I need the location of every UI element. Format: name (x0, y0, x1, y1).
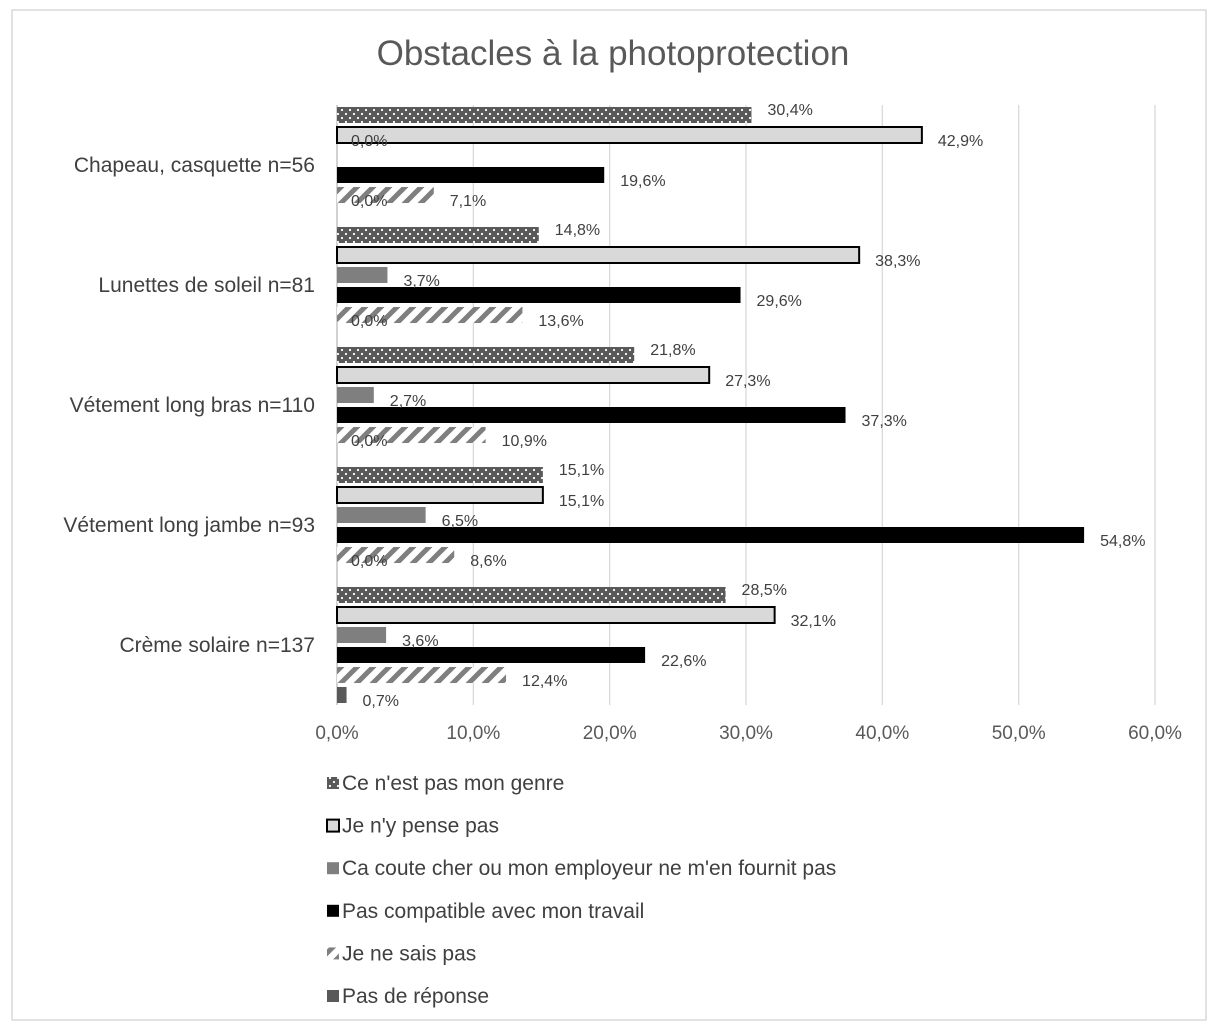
bar (337, 427, 486, 443)
x-axis-ticks: 0,0% 10,0% 20,0% 30,0% 40,0% 50,0% 60,0% (315, 723, 1182, 744)
bar (337, 347, 635, 363)
bar (337, 647, 646, 663)
category-label: Lunettes de soleil n=81 (98, 274, 315, 297)
data-label: 13,6% (538, 313, 583, 330)
data-label: 22,6% (661, 653, 706, 670)
bar (336, 246, 861, 264)
data-label: 10,9% (502, 433, 547, 450)
legend-item[interactable]: Pas compatible avec mon travail (327, 900, 644, 923)
bar (336, 366, 711, 384)
legend-item[interactable]: Je n'y pense pas (326, 815, 499, 838)
x-tick-label: 10,0% (446, 723, 500, 744)
bar (336, 606, 776, 624)
x-tick-label: 50,0% (992, 723, 1046, 744)
data-label: 12,4% (522, 673, 567, 690)
data-label: 30,4% (767, 102, 812, 119)
bar (337, 287, 741, 303)
bar (337, 387, 374, 403)
data-label: 0,0% (351, 133, 387, 150)
bar (337, 407, 846, 423)
data-label: 54,8% (1100, 533, 1145, 550)
legend-label: Je ne sais pas (342, 942, 476, 965)
x-tick-label: 40,0% (855, 723, 909, 744)
data-label: 2,7% (390, 393, 426, 410)
data-label: 21,8% (650, 342, 695, 359)
bar (337, 587, 726, 603)
data-label: 0,0% (351, 553, 387, 570)
bar (337, 227, 539, 243)
data-label: 8,6% (470, 553, 506, 570)
bar (336, 126, 923, 144)
legend-label: Pas compatible avec mon travail (342, 900, 644, 923)
data-label: 19,6% (620, 173, 665, 190)
legend-swatch (326, 818, 340, 833)
bar (337, 307, 523, 323)
legend-label: Ca coute cher ou mon employeur ne m'en f… (342, 857, 836, 880)
data-label: 0,7% (363, 693, 399, 710)
category-label: Crème solaire n=137 (119, 634, 315, 657)
legend-item[interactable]: Ca coute cher ou mon employeur ne m'en f… (327, 857, 836, 880)
data-label: 32,1% (791, 613, 836, 630)
legend-item[interactable]: Je ne sais pas (327, 942, 476, 965)
data-label: 15,1% (559, 493, 604, 510)
bar (337, 687, 347, 703)
bars (336, 107, 1085, 703)
data-label: 7,1% (450, 193, 486, 210)
legend-label: Je n'y pense pas (342, 815, 499, 838)
category-label: Vétement long jambe n=93 (63, 514, 315, 537)
x-tick-label: 0,0% (315, 723, 358, 744)
bar (337, 627, 387, 643)
data-labels: 30,4% 42,9% 0,0% 19,6% 7,1% 0,0% 14,8% 38,3% 3,7… (351, 102, 1145, 710)
bar (337, 527, 1085, 543)
data-label: 38,3% (875, 253, 920, 270)
bar (337, 167, 605, 183)
x-tick-label: 30,0% (719, 723, 773, 744)
data-label: 15,1% (559, 462, 604, 479)
legend[interactable]: Ce n'est pas mon genre Je n'y pense pas Ca… (326, 772, 836, 1008)
data-label: 28,5% (742, 582, 787, 599)
bar (337, 267, 388, 283)
data-label: 0,0% (351, 313, 387, 330)
legend-label: Pas de réponse (342, 985, 489, 1008)
bar (336, 486, 544, 504)
chart-frame (11, 9, 1207, 1021)
data-label: 42,9% (938, 133, 983, 150)
bar (337, 467, 543, 483)
category-labels: Chapeau, casquette n=56 Lunettes de solei… (63, 154, 315, 657)
bar (337, 667, 507, 683)
data-label: 37,3% (862, 413, 907, 430)
legend-swatch (327, 777, 339, 789)
data-label: 0,0% (351, 193, 387, 210)
x-tick-label: 20,0% (583, 723, 637, 744)
data-label: 14,8% (555, 222, 600, 239)
gridlines (336, 105, 1156, 705)
bar (337, 107, 752, 123)
data-label: 3,6% (402, 633, 438, 650)
legend-swatch (327, 990, 339, 1002)
data-label: 3,7% (403, 273, 439, 290)
chart-title: Obstacles à la photoprotection (377, 34, 850, 73)
legend-item[interactable]: Pas de réponse (327, 985, 489, 1008)
category-label: Chapeau, casquette n=56 (74, 154, 315, 177)
x-tick-label: 60,0% (1128, 723, 1182, 744)
legend-label: Ce n'est pas mon genre (342, 772, 564, 795)
data-label: 0,0% (351, 433, 387, 450)
data-label: 29,6% (757, 293, 802, 310)
data-label: 6,5% (442, 513, 478, 530)
legend-swatch (327, 862, 339, 875)
bar (337, 507, 426, 523)
bar (337, 187, 434, 203)
legend-swatch (327, 947, 339, 960)
legend-swatch (327, 904, 339, 917)
bar (337, 547, 455, 563)
legend-item[interactable]: Ce n'est pas mon genre (327, 772, 564, 795)
data-label: 27,3% (725, 373, 770, 390)
category-label: Vétement long bras n=110 (70, 394, 315, 417)
